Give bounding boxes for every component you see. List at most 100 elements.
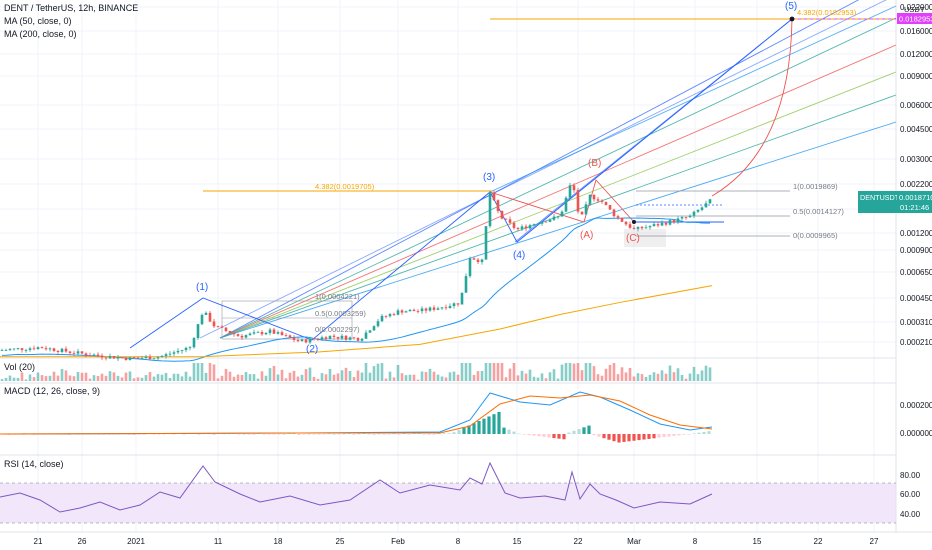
macd-bar [292, 433, 296, 434]
candle-body [288, 335, 292, 338]
macd-bar [517, 433, 521, 435]
fan-line-1 [219, 0, 860, 339]
candle-body [48, 348, 52, 350]
volume-bar [280, 369, 284, 381]
macd-bar [672, 434, 676, 436]
candle-body [372, 326, 376, 331]
macd-bar [272, 434, 276, 435]
candle-body [464, 276, 468, 293]
volume-bar [524, 373, 528, 381]
candle-body [60, 348, 64, 353]
candle-body [124, 357, 128, 361]
volume-bar [200, 363, 204, 381]
candle-body [528, 225, 532, 229]
candle-body [20, 348, 24, 351]
volume-bar [100, 373, 104, 381]
volume-bar [168, 377, 172, 381]
volume-bar [260, 371, 264, 381]
candle-body [252, 332, 256, 334]
volume-bar [372, 366, 376, 381]
date-tick-label: 22 [814, 537, 823, 546]
fib-label-right-0: 0(0.0009965) [793, 231, 838, 240]
candle-body [652, 224, 656, 227]
candle-body [96, 354, 100, 356]
volume-bar [316, 378, 320, 381]
macd-bar [382, 434, 386, 435]
macd-bar [417, 433, 421, 434]
volume-bar [508, 368, 512, 381]
date-axis[interactable]: 21 26 2021 11 18 25 Feb 8 15 22 Mar 8 15 22 27 [34, 537, 879, 546]
candle-body [536, 223, 540, 225]
volume-bar [340, 370, 344, 381]
volume-bar [84, 372, 88, 381]
macd-bar [352, 434, 356, 435]
candle-body [264, 332, 268, 335]
macd-bar [572, 430, 576, 434]
candle-body [56, 350, 60, 353]
volume-bar [704, 365, 708, 381]
volume-bar [176, 373, 180, 381]
zone-box [624, 229, 666, 247]
candle-body [600, 200, 604, 202]
wave-label-4: (4) [513, 250, 525, 261]
candle-body [312, 338, 316, 340]
volume-bar [544, 378, 548, 381]
candle-body [632, 227, 636, 229]
candle-body [148, 356, 152, 360]
macd-bar [692, 433, 696, 434]
fan-line-4 [219, 71, 897, 339]
volume-bar [56, 375, 60, 381]
candle-body [492, 192, 496, 201]
candle-body [196, 324, 200, 338]
volume-bar [408, 374, 412, 381]
candle-body [396, 310, 400, 315]
volume-bar [624, 372, 628, 381]
volume-bar [20, 372, 24, 381]
fan-line-2 [219, 17, 897, 339]
wave-path-impulse [129, 18, 793, 349]
wave4-point [632, 220, 636, 224]
candle-body [180, 350, 184, 351]
macd-bar [552, 434, 556, 439]
macd-bar [247, 434, 251, 435]
volume-bar [112, 372, 116, 381]
macd-bar [252, 434, 256, 435]
candle-body [260, 332, 264, 335]
candle-body [560, 211, 564, 217]
candle-body [616, 216, 620, 218]
rsi-tick-80: 80.00 [900, 471, 921, 480]
volume-bar [540, 373, 544, 381]
candle-body [456, 303, 460, 305]
candle-body [176, 350, 180, 353]
macd-pane-label: MACD (12, 26, close, 9) [4, 386, 100, 396]
macd-bar [157, 434, 161, 435]
volume-bar [4, 377, 8, 381]
date-tick-label: 22 [574, 537, 583, 546]
candle-body [324, 337, 328, 340]
volume-bar [604, 368, 608, 381]
candle-body [208, 312, 212, 322]
macd-bar [367, 433, 371, 435]
volume-bar [104, 375, 108, 381]
fib-label-right-1: 1(0.0019869) [793, 182, 838, 191]
macd-bar [342, 433, 346, 435]
volume-bar [44, 376, 48, 381]
candle-body [572, 185, 576, 191]
volume-bar [680, 374, 684, 381]
macd-bar [427, 434, 431, 435]
date-tick-label: 21 [34, 537, 43, 546]
volume-bar [36, 372, 40, 381]
volume-bar [584, 363, 588, 381]
macd-bar [32, 434, 36, 435]
macd-bar [667, 434, 671, 437]
candle-body [488, 192, 492, 227]
candle-body [12, 348, 16, 350]
candle-body [280, 332, 284, 336]
volume-bar [184, 371, 188, 381]
macd-bar [287, 433, 291, 434]
volume-bar [324, 374, 328, 381]
